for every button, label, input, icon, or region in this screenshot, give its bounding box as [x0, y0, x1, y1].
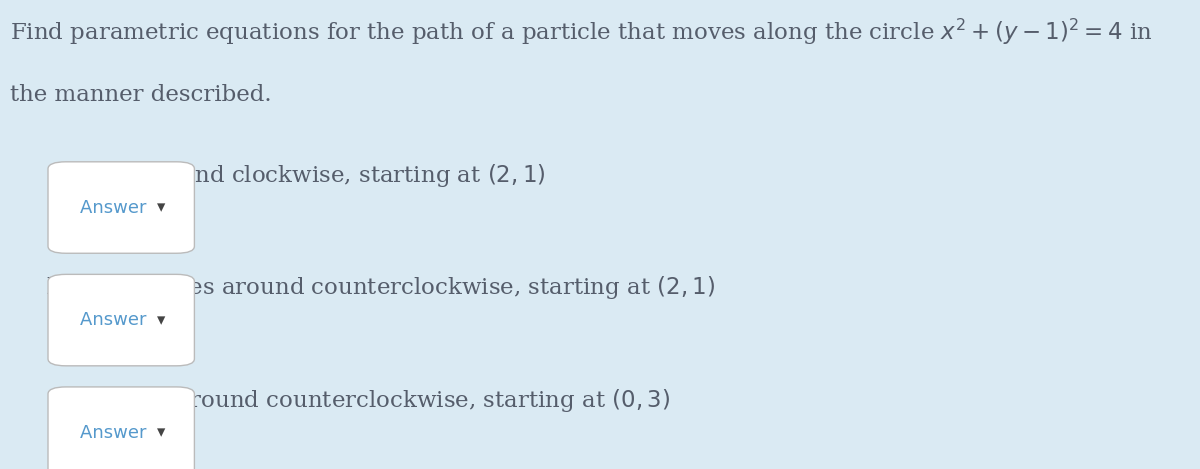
Text: ▾: ▾	[157, 198, 166, 217]
FancyBboxPatch shape	[48, 162, 194, 253]
Text: b. Three times around counterclockwise, starting at $(2, 1)$: b. Three times around counterclockwise, …	[46, 274, 715, 302]
Text: a. Once around clockwise, starting at $(2, 1)$: a. Once around clockwise, starting at $(…	[46, 162, 545, 189]
Text: Answer: Answer	[80, 424, 152, 442]
Text: the manner described.: the manner described.	[10, 84, 271, 106]
FancyBboxPatch shape	[48, 387, 194, 469]
Text: Find parametric equations for the path of a particle that moves along the circle: Find parametric equations for the path o…	[10, 16, 1152, 46]
Text: ▾: ▾	[157, 424, 166, 442]
Text: Answer: Answer	[80, 311, 152, 329]
Text: ▾: ▾	[157, 311, 166, 329]
Text: Answer: Answer	[80, 198, 152, 217]
FancyBboxPatch shape	[48, 274, 194, 366]
Text: c. Halfway around counterclockwise, starting at $(0, 3)$: c. Halfway around counterclockwise, star…	[46, 387, 670, 414]
